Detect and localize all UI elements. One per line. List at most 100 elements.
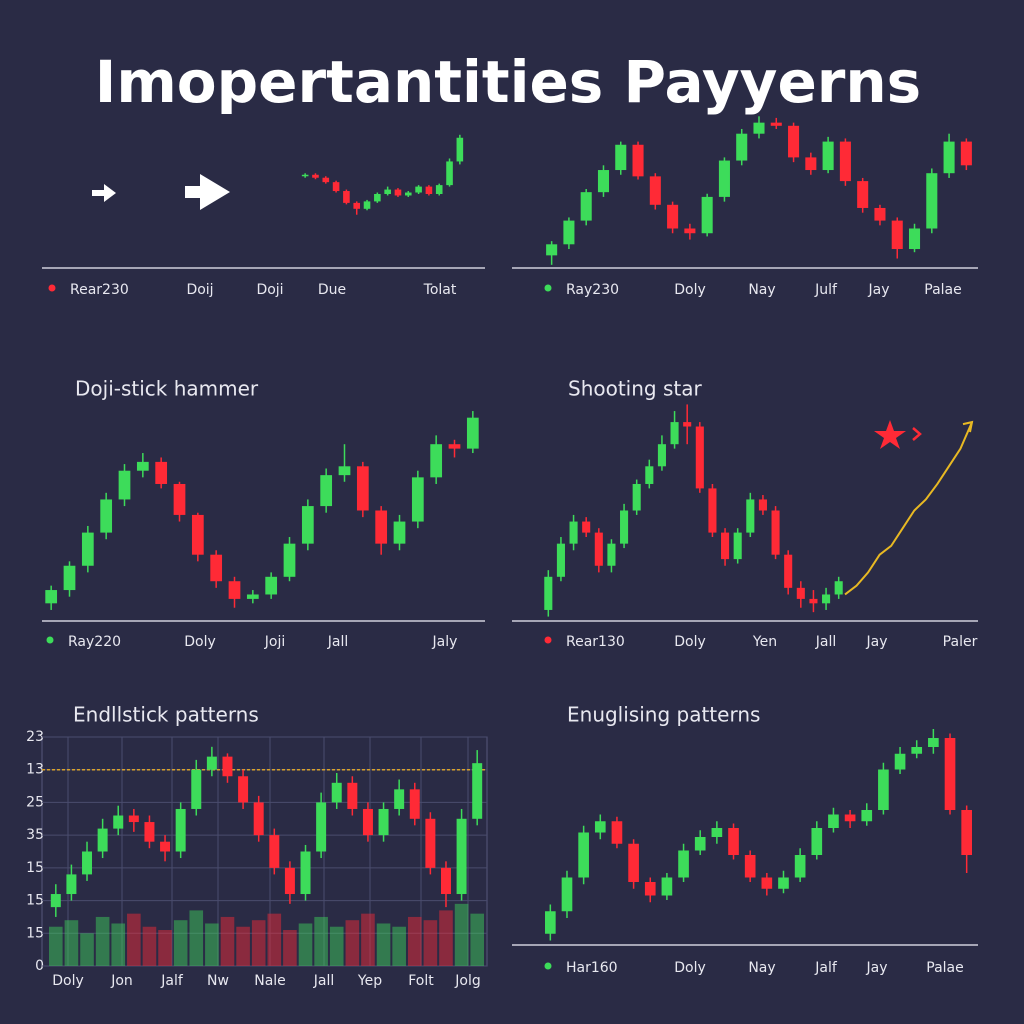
candle-body bbox=[81, 532, 94, 566]
candle-body bbox=[446, 161, 453, 186]
candle-body bbox=[620, 510, 629, 544]
x-tick-label: Yen bbox=[752, 634, 777, 650]
candle-body bbox=[544, 576, 553, 610]
legend-label: Har160 bbox=[566, 960, 618, 976]
x-tick-label: Due bbox=[318, 282, 346, 298]
y-tick-label: 0 bbox=[35, 958, 44, 974]
panel-title: Endllstick patterns bbox=[73, 703, 259, 727]
volume-bar bbox=[142, 926, 157, 966]
candle-body bbox=[628, 843, 639, 882]
candle-body bbox=[578, 832, 589, 878]
candle-body bbox=[607, 543, 616, 566]
candle-body bbox=[50, 894, 61, 908]
candle-body bbox=[569, 521, 578, 544]
candle-body bbox=[891, 220, 903, 250]
candle-body bbox=[210, 554, 223, 582]
candle-body bbox=[331, 782, 342, 803]
candle-body bbox=[822, 141, 834, 171]
candle-body bbox=[632, 483, 641, 511]
y-tick-label: 13 bbox=[26, 762, 44, 778]
legend-marker bbox=[46, 636, 54, 644]
candle-body bbox=[283, 543, 296, 577]
main-title: Imopertantities Payyerns bbox=[95, 48, 921, 116]
candle-body bbox=[404, 192, 412, 196]
candle-body bbox=[456, 137, 464, 162]
legend-marker bbox=[544, 636, 552, 644]
candle-body bbox=[160, 841, 171, 852]
candle-body bbox=[343, 191, 350, 203]
candle-body bbox=[265, 576, 278, 595]
candle-body bbox=[393, 521, 406, 544]
candle-body bbox=[701, 196, 713, 234]
candle-body bbox=[874, 207, 886, 221]
candle-body bbox=[796, 587, 805, 599]
candle-body bbox=[228, 581, 241, 599]
volume-bar bbox=[423, 920, 438, 966]
candle-body bbox=[191, 514, 204, 555]
volume-bar bbox=[392, 926, 406, 966]
candle-body bbox=[136, 461, 149, 471]
candle-body bbox=[943, 141, 955, 174]
legend-marker bbox=[544, 284, 552, 292]
x-tick-label: Jalf bbox=[160, 973, 184, 989]
candle-body bbox=[667, 204, 679, 229]
candle-body bbox=[144, 822, 155, 842]
candle-body bbox=[678, 850, 689, 878]
volume-bar bbox=[361, 913, 375, 966]
volume-bar bbox=[95, 916, 110, 966]
candle-body bbox=[649, 176, 661, 205]
volume-bar bbox=[267, 913, 282, 966]
y-tick-label: 25 bbox=[26, 794, 44, 810]
candle-body bbox=[456, 818, 467, 895]
x-tick-label: Doly bbox=[674, 960, 706, 976]
candle-body bbox=[175, 808, 186, 852]
candle-body bbox=[322, 177, 330, 183]
candle-body bbox=[384, 189, 391, 194]
volume-bar bbox=[314, 916, 328, 966]
star-icon bbox=[874, 420, 906, 449]
candle-body bbox=[97, 828, 108, 852]
volume-bar bbox=[470, 913, 484, 966]
arrow-icon bbox=[185, 174, 230, 210]
candle-body bbox=[770, 122, 782, 126]
candle-body bbox=[356, 466, 369, 511]
candle-body bbox=[711, 828, 723, 837]
x-tick-label: Jay bbox=[866, 960, 888, 976]
candle-body bbox=[338, 466, 351, 476]
x-tick-label: Folt bbox=[408, 973, 434, 989]
candle-body bbox=[448, 444, 461, 449]
candle-body bbox=[771, 510, 780, 555]
candle-body bbox=[561, 877, 573, 912]
x-tick-label: Jalf bbox=[814, 960, 838, 976]
candle-body bbox=[472, 763, 483, 819]
candle-body bbox=[746, 499, 755, 533]
y-tick-label: 15 bbox=[26, 893, 44, 909]
candle-body bbox=[761, 877, 773, 889]
x-tick-label: Jolg bbox=[454, 973, 480, 989]
candle-body bbox=[362, 808, 373, 836]
candle-body bbox=[645, 466, 654, 484]
candle-body bbox=[928, 738, 939, 747]
candle-body bbox=[63, 565, 76, 591]
candle-body bbox=[100, 499, 113, 533]
candle-body bbox=[118, 470, 131, 500]
candle-body bbox=[961, 810, 973, 855]
x-tick-label: Jall bbox=[815, 634, 837, 650]
x-tick-label: Doij bbox=[186, 282, 213, 298]
candle-body bbox=[695, 426, 704, 489]
legend-label: Ray230 bbox=[566, 282, 619, 298]
legend-marker bbox=[544, 962, 552, 970]
candle-body bbox=[597, 170, 610, 193]
candle-body bbox=[684, 228, 696, 234]
x-tick-label: Palae bbox=[924, 282, 961, 298]
candle-body bbox=[113, 815, 124, 829]
volume-bar bbox=[49, 926, 63, 966]
candle-body bbox=[708, 488, 717, 533]
x-tick-label: Nay bbox=[748, 960, 775, 976]
volume-bar bbox=[80, 933, 94, 966]
candle-body bbox=[718, 160, 730, 197]
legend-label: Rear230 bbox=[70, 282, 129, 298]
x-tick-label: Paler bbox=[943, 634, 978, 650]
candle-body bbox=[794, 855, 806, 878]
volume-bar bbox=[251, 920, 266, 966]
